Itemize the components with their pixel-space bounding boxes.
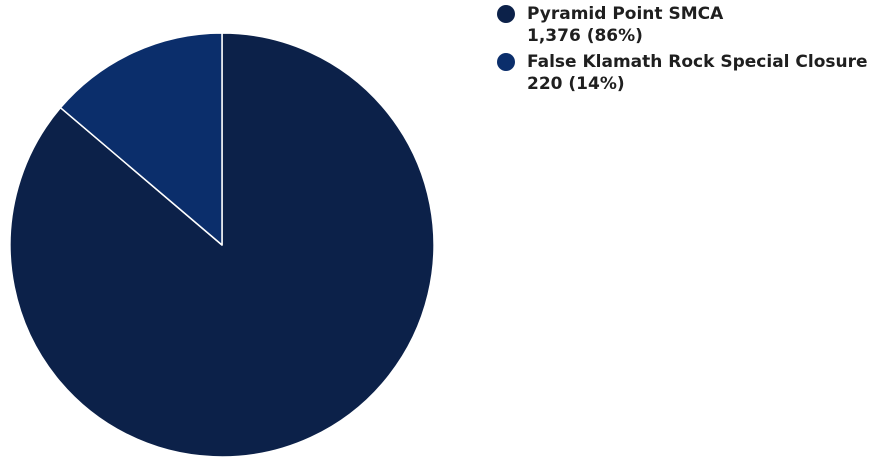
- legend-label-false-klamath: False Klamath Rock Special Closure: [527, 52, 868, 72]
- pie-slice-false-klamath[interactable]: [59, 32, 223, 246]
- legend-swatch-false-klamath: [497, 53, 515, 71]
- chart-legend: Pyramid Point SMCA 1,376 (86%) False Kla…: [497, 3, 881, 99]
- legend-item-false-klamath[interactable]: False Klamath Rock Special Closure 220 (…: [497, 51, 881, 95]
- legend-item-pyramid-point[interactable]: Pyramid Point SMCA 1,376 (86%): [497, 3, 881, 47]
- legend-swatch-pyramid-point: [497, 5, 515, 23]
- legend-label-pyramid-point: Pyramid Point SMCA: [527, 4, 724, 24]
- legend-value-false-klamath: 220 (14%): [527, 74, 625, 94]
- legend-value-pyramid-point: 1,376 (86%): [527, 26, 643, 46]
